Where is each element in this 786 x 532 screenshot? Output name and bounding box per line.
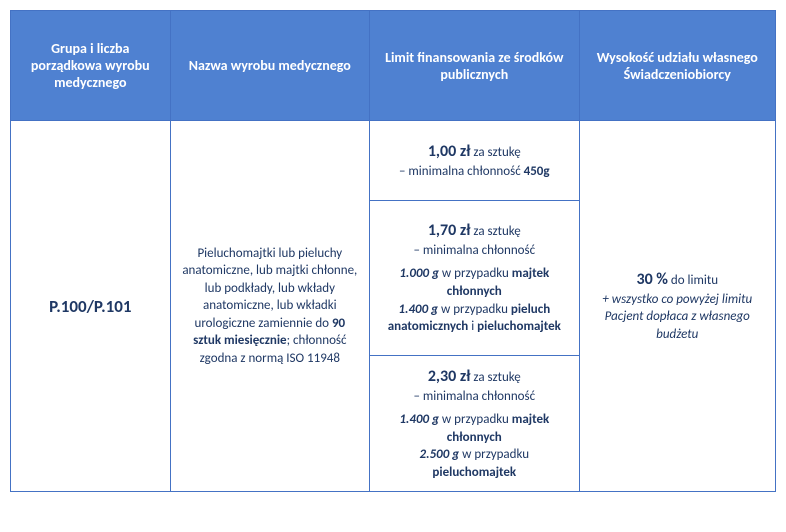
- col-group: Grupa i liczba porządkowa wyrobu medyczn…: [11, 11, 171, 491]
- t1-price: 1,00 zł: [428, 142, 471, 161]
- t2-g1: 1.000 g: [399, 266, 439, 281]
- share-note: + wszystko co powyżej limitu Pacjent dop…: [602, 292, 752, 342]
- product-text: Pieluchomajtki lub pieluchy anatomiczne,…: [181, 245, 359, 368]
- header-col1: Grupa i liczba porządkowa wyrobu medyczn…: [11, 11, 170, 121]
- t1-per: za sztukę: [470, 145, 520, 160]
- tier2-text: 1,70 zł za sztukę – minimalna chłonność …: [382, 220, 566, 335]
- t2-min: – minimalna chłonność: [413, 243, 535, 258]
- limit-tier-2: 1,70 zł za sztukę – minimalna chłonność …: [370, 201, 578, 356]
- share-text: 30 % do limitu + wszystko co powyżej lim…: [590, 269, 765, 343]
- t1-g: 450g: [524, 164, 550, 179]
- share-to-limit: do limitu: [668, 273, 718, 288]
- t1-min: – minimalna chłonność: [399, 164, 524, 179]
- col-share: Wysokość udziału własnego Świadczeniobio…: [580, 11, 775, 491]
- t2-c2c: i: [468, 319, 477, 334]
- t3-g2: 2.500 g: [420, 447, 460, 462]
- col-product: Nazwa wyrobu medycznego Pieluchomajtki l…: [171, 11, 370, 491]
- t3-per: za sztukę: [470, 370, 520, 385]
- t2-g2: 1.400 g: [398, 302, 438, 317]
- limit-tier-1: 1,00 zł za sztukę – minimalna chłonność …: [370, 121, 578, 201]
- header-col4-text: Wysokość udziału własnego Świadczeniobio…: [590, 49, 765, 83]
- t2-price: 1,70 zł: [428, 221, 471, 240]
- header-col3: Limit finansowania ze środków publicznyc…: [370, 11, 578, 121]
- share-pct: 30 %: [636, 270, 668, 289]
- cell-share: 30 % do limitu + wszystko co powyżej lim…: [580, 121, 775, 491]
- t3-price: 2,30 zł: [428, 367, 471, 386]
- header-col2: Nazwa wyrobu medycznego: [171, 11, 369, 121]
- header-col3-text: Limit finansowania ze środków publicznyc…: [380, 49, 568, 83]
- cell-product: Pieluchomajtki lub pieluchy anatomiczne,…: [171, 121, 369, 491]
- t2-per: za sztukę: [470, 224, 520, 239]
- pricing-table: Grupa i liczba porządkowa wyrobu medyczn…: [10, 10, 776, 492]
- col3-body: 1,00 zł za sztukę – minimalna chłonność …: [370, 121, 578, 491]
- t3-min: – minimalna chłonność: [413, 389, 535, 404]
- t2-c1a: w przypadku: [439, 266, 512, 281]
- tier3-text: 2,30 zł za sztukę – minimalna chłonność …: [382, 366, 566, 481]
- t3-g1: 1.400 g: [399, 412, 439, 427]
- cell-code: P.100/P.101: [11, 121, 170, 491]
- t3-c2b: pieluchomajtek: [432, 465, 516, 480]
- t3-c2a: w przypadku: [459, 447, 529, 462]
- header-col1-text: Grupa i liczba porządkowa wyrobu medyczn…: [21, 40, 160, 91]
- tier1-text: 1,00 zł za sztukę – minimalna chłonność …: [399, 141, 550, 180]
- code-label: P.100/P.101: [49, 296, 131, 317]
- header-col2-text: Nazwa wyrobu medycznego: [189, 57, 351, 74]
- limit-tier-3: 2,30 zł za sztukę – minimalna chłonność …: [370, 356, 578, 491]
- header-col4: Wysokość udziału własnego Świadczeniobio…: [580, 11, 775, 121]
- t2-c2d: pieluchomajtek: [477, 319, 561, 334]
- t2-c2a: w przypadku: [438, 302, 511, 317]
- col-limit: Limit finansowania ze środków publicznyc…: [370, 11, 579, 491]
- t3-c1a: w przypadku: [439, 412, 512, 427]
